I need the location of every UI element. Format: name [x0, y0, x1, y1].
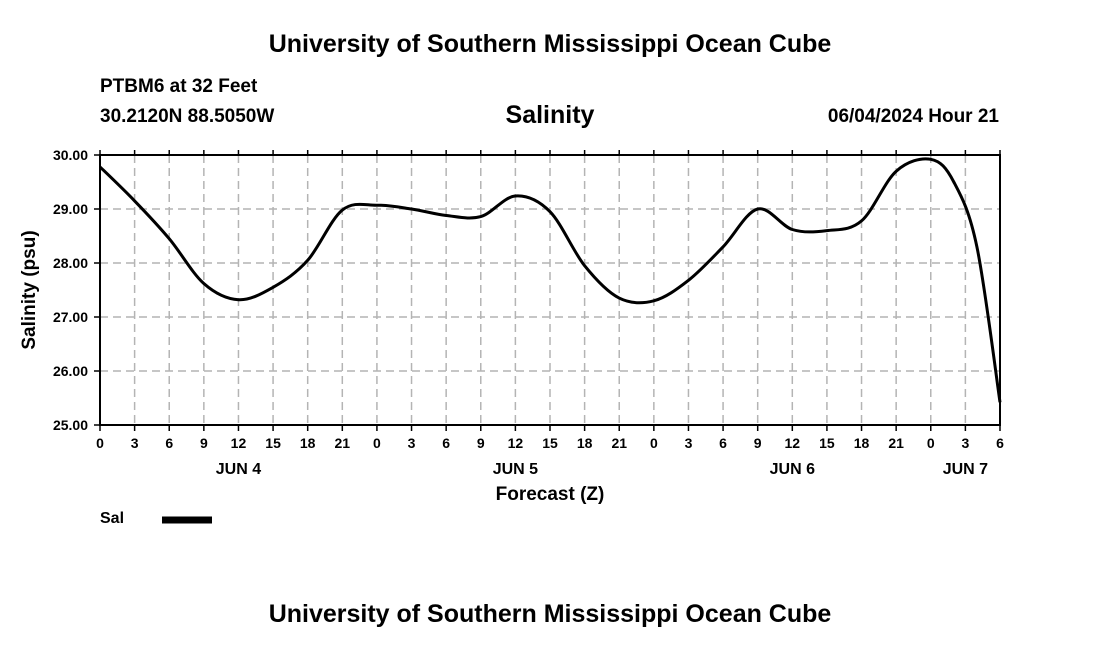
x-tick-label: 15	[819, 435, 835, 451]
x-tick-label: 6	[719, 435, 727, 451]
x-axis-label: Forecast (Z)	[496, 484, 605, 505]
salinity-series-line	[98, 157, 1002, 403]
x-tick-label: 0	[373, 435, 381, 451]
legend-label: Sal	[100, 510, 125, 527]
axis-ticks	[94, 150, 1001, 431]
date-labels: JUN 4 JUN 5 JUN 6 JUN 7	[216, 461, 988, 478]
x-tick-label: 6	[996, 435, 1004, 451]
y-tick-label: 30.00	[53, 147, 88, 163]
y-axis-label: Salinity (psu)	[19, 230, 40, 349]
x-tick-label: 18	[854, 435, 870, 451]
x-tick-label: 21	[611, 435, 627, 451]
station-coordinates: 30.2120N 88.5050W	[100, 106, 275, 127]
footer-title: University of Southern Mississippi Ocean…	[268, 600, 832, 628]
x-tick-label: 18	[577, 435, 593, 451]
x-tick-label: 3	[408, 435, 416, 451]
x-tick-label: 15	[542, 435, 558, 451]
x-tick-label: 12	[231, 435, 247, 451]
forecast-datetime: 06/04/2024 Hour 21	[827, 106, 999, 127]
x-tick-label: 9	[754, 435, 762, 451]
x-tick-label: 0	[650, 435, 658, 451]
date-label: JUN 7	[943, 461, 988, 478]
y-tick-label: 26.00	[53, 363, 88, 379]
x-tick-label: 3	[961, 435, 969, 451]
page-title: University of Southern Mississippi Ocean…	[268, 30, 832, 58]
x-tick-label: 6	[165, 435, 173, 451]
x-tick-label: 3	[685, 435, 693, 451]
y-tick-label: 27.00	[53, 309, 88, 325]
y-tick-label: 28.00	[53, 255, 88, 271]
x-tick-label: 9	[477, 435, 485, 451]
x-tick-label: 3	[131, 435, 139, 451]
date-label: JUN 4	[216, 461, 261, 478]
x-tick-label: 9	[200, 435, 208, 451]
y-tick-label: 29.00	[53, 201, 88, 217]
y-tick-labels: 25.00 26.00 27.00 28.00 29.00 30.00	[53, 147, 88, 433]
date-label: JUN 6	[770, 461, 815, 478]
x-tick-label: 0	[927, 435, 935, 451]
y-tick-label: 25.00	[53, 417, 88, 433]
station-name: PTBM6 at 32 Feet	[100, 76, 258, 97]
x-tick-label: 12	[508, 435, 524, 451]
x-tick-label: 15	[265, 435, 281, 451]
x-tick-label: 18	[300, 435, 316, 451]
x-tick-labels: 0 3 6 9 12 15 18 21 0 3 6 9 12 15 18 21 0 3 6 9 12 15 18 21 0 3 6	[96, 435, 1004, 451]
chart-title: Salinity	[505, 101, 595, 129]
plot-frame	[99, 154, 1001, 426]
x-tick-label: 0	[96, 435, 104, 451]
x-tick-label: 21	[335, 435, 351, 451]
x-tick-label: 6	[442, 435, 450, 451]
x-tick-label: 21	[888, 435, 904, 451]
date-label: JUN 5	[493, 461, 538, 478]
grid	[100, 154, 1000, 425]
x-tick-label: 12	[785, 435, 801, 451]
